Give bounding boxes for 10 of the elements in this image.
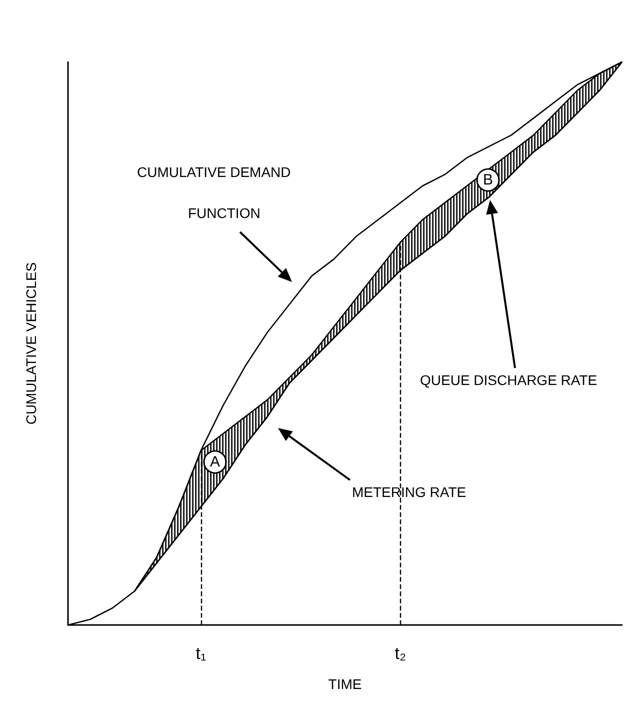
annotation: CUMULATIVE DEMAND [137,164,291,180]
annotation: FUNCTION [188,205,260,221]
annotation: A [210,454,220,470]
y-axis-title: CUMULATIVE VEHICLES [23,262,39,425]
x-axis-title: TIME [328,676,362,692]
x-tick-label: t₁ [196,644,206,663]
x-tick-label: t₂ [394,644,406,663]
annotation: QUEUE DISCHARGE RATE [420,372,598,388]
annotation: METERING RATE [352,484,466,500]
annotation: B [482,172,494,188]
